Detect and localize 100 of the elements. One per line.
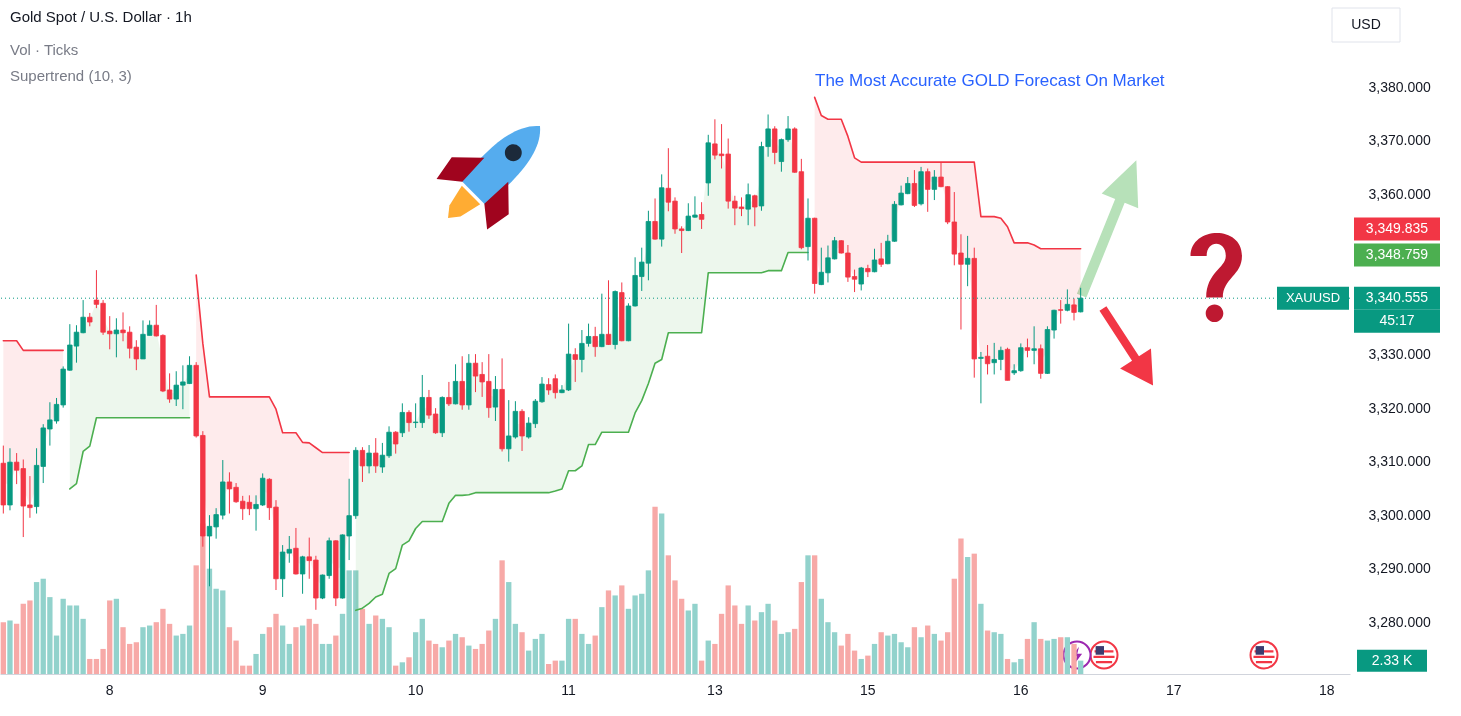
bar <box>772 620 778 674</box>
bar <box>931 633 938 674</box>
bar <box>406 657 412 674</box>
candlestick <box>925 168 931 213</box>
x-tick-label: 13 <box>707 681 723 698</box>
candlestick <box>572 347 578 383</box>
bar <box>1071 643 1077 674</box>
bar <box>412 632 419 674</box>
y-tick-label: 3,320.000 <box>1368 399 1431 416</box>
bar <box>286 643 292 674</box>
x-tick-label: 16 <box>1013 681 1029 698</box>
text: 3,349.835 <box>1365 220 1429 236</box>
candlestick <box>1031 325 1037 365</box>
bar <box>792 628 798 674</box>
candlestick <box>359 446 366 483</box>
candlestick <box>492 375 499 422</box>
candlestick <box>366 444 372 474</box>
candlestick <box>964 235 971 287</box>
bar <box>512 623 519 674</box>
bar <box>599 607 605 674</box>
y-tick-label: 3,330.000 <box>1368 346 1431 363</box>
text: Supertrend (10, 3) <box>10 67 132 84</box>
bar <box>113 598 120 674</box>
bar <box>659 513 665 674</box>
bar <box>87 658 93 674</box>
y-tick-label: 3,360.000 <box>1368 185 1431 202</box>
bar <box>459 637 465 674</box>
bar <box>911 627 918 674</box>
bar <box>526 650 532 674</box>
bar <box>652 506 658 674</box>
annotation: XAUUSD <box>1285 290 1341 306</box>
bar <box>319 643 326 674</box>
bar <box>439 647 445 674</box>
candlestick <box>452 363 459 405</box>
candlestick <box>652 197 658 241</box>
candlestick <box>299 555 306 595</box>
bar <box>519 632 525 674</box>
bar <box>1031 622 1037 674</box>
bar <box>984 630 991 674</box>
text: 3,348.759 <box>1365 246 1429 262</box>
chart-title: Vol · Ticks <box>10 41 79 58</box>
candlestick <box>393 430 399 455</box>
bar <box>1024 638 1031 674</box>
bar <box>452 633 459 674</box>
bar <box>492 618 499 674</box>
bar <box>978 603 984 674</box>
y-tick-label: 3,290.000 <box>1368 560 1431 577</box>
text: 45:17 <box>1379 312 1415 329</box>
annotation: The Most Accurate GOLD Forecast On Market <box>815 71 1165 90</box>
candlestick <box>399 402 405 438</box>
bar <box>293 627 299 674</box>
bar <box>871 643 878 674</box>
y-tick-label: 3,310.000 <box>1368 453 1431 470</box>
bar <box>592 635 598 674</box>
bar <box>925 625 931 674</box>
text: Gold Spot / U.S. Dollar · 1h <box>10 8 192 25</box>
bar <box>1058 637 1064 674</box>
bar <box>612 595 618 674</box>
bar <box>299 625 306 674</box>
candlestick <box>605 279 612 346</box>
candlestick <box>459 355 465 411</box>
x-tick-label: 17 <box>1165 681 1182 698</box>
candlestick <box>878 242 884 268</box>
ref-line-label: 3,340.555 <box>1365 289 1429 306</box>
bar <box>552 660 558 674</box>
bar <box>133 642 139 674</box>
bar <box>393 665 399 674</box>
text: 2.33 K <box>1371 651 1413 668</box>
bar <box>359 608 366 674</box>
y-tick-label: 3,370.000 <box>1368 132 1431 149</box>
bar <box>399 662 405 674</box>
y-tick-label: 3,280.000 <box>1368 613 1431 630</box>
bar <box>805 555 811 674</box>
bar <box>0 622 6 674</box>
bar <box>705 640 711 674</box>
bar <box>326 643 332 674</box>
bar <box>964 556 971 674</box>
x-tick-label: 8 <box>105 681 114 698</box>
bar <box>506 582 512 674</box>
bar <box>865 655 871 674</box>
candlestick <box>1058 299 1064 325</box>
bar <box>466 645 472 674</box>
bar <box>798 582 805 674</box>
text: USD <box>1351 16 1381 32</box>
candlestick <box>373 437 379 474</box>
bar <box>33 582 40 674</box>
x-tick-label: 9 <box>258 681 267 698</box>
bar <box>752 620 758 674</box>
bar <box>745 605 751 674</box>
bar <box>619 585 625 674</box>
bar <box>918 637 924 674</box>
y-tick-label: 3,380.000 <box>1368 78 1431 95</box>
bar <box>1038 638 1044 674</box>
y-tick-label: 3,300.000 <box>1368 506 1431 523</box>
bar <box>333 635 339 674</box>
bar <box>885 635 891 674</box>
bar <box>7 620 13 674</box>
bar <box>419 618 425 674</box>
candlestick <box>931 169 938 201</box>
candlestick <box>1071 297 1077 321</box>
